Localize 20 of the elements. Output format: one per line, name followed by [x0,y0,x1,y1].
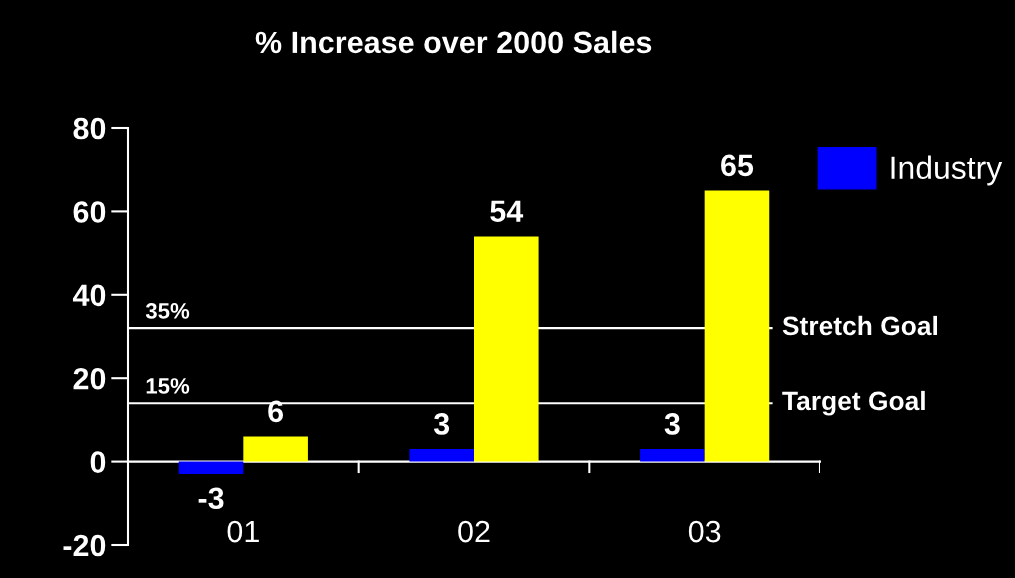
y-tick-label: -20 [63,534,106,557]
y-tick-label: 0 [90,451,106,473]
x-tick-label: 02 [458,520,490,543]
chart-title: % Increase over 2000 Sales [255,30,652,54]
data-label: 65 [721,154,754,177]
x-tick-label: 01 [227,520,259,543]
ref-line-label: Stretch Goal [782,315,937,336]
data-label: 3 [433,413,450,435]
legend-label: Industry [891,155,1003,186]
data-label: 3 [664,413,680,435]
y-tick-label: 60 [73,201,106,223]
x-tick-label: 03 [688,520,721,543]
y-tick-label: 80 [73,117,106,140]
ref-line-label: Target Goal [782,390,925,416]
annotation: 15% [146,378,190,394]
y-tick-label: 20 [73,367,106,390]
y-tick-label: 40 [72,284,106,307]
data-label: -3 [198,487,224,510]
annotation: 35% [145,303,190,319]
data-label: 54 [490,200,524,223]
